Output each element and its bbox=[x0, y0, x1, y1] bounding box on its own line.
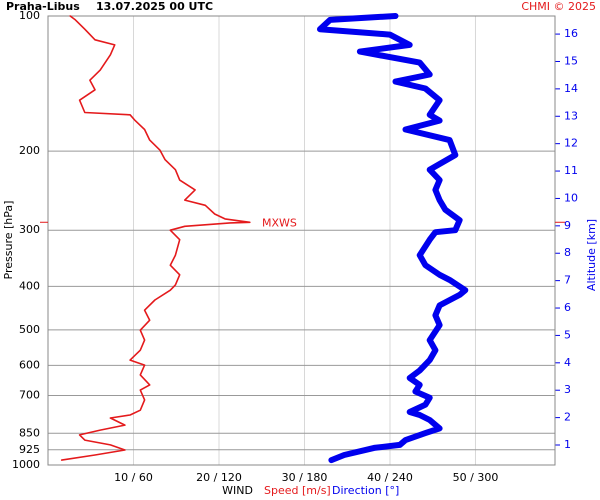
y-tick-label: 400 bbox=[19, 279, 40, 292]
y2-tick-label: 7 bbox=[564, 274, 571, 287]
y2-tick-label: 5 bbox=[564, 328, 571, 341]
series-line bbox=[60, 15, 251, 461]
x-tick-label: 30 / 180 bbox=[282, 471, 328, 484]
y-tick-label: 100 bbox=[19, 9, 40, 22]
y2-tick-label: 10 bbox=[564, 191, 578, 204]
y2-tick-label: 4 bbox=[564, 356, 571, 369]
x-axis-label: Speed [m/s] bbox=[264, 484, 331, 497]
y2-tick-label: 2 bbox=[564, 411, 571, 424]
x-tick-label: 20 / 120 bbox=[196, 471, 242, 484]
y2-tick-label: 6 bbox=[564, 301, 571, 314]
x2-axis-label: Direction [°] bbox=[332, 484, 399, 497]
y-tick-label: 300 bbox=[19, 223, 40, 236]
y-tick-label: 850 bbox=[19, 426, 40, 439]
y2-tick-label: 1 bbox=[564, 438, 571, 451]
y2-tick-label: 13 bbox=[564, 109, 578, 122]
y-axis-label: Pressure [hPa] bbox=[2, 201, 15, 280]
x-tick-label: 50 / 300 bbox=[453, 471, 499, 484]
x-tick-label: 40 / 240 bbox=[367, 471, 413, 484]
y-tick-label: 1000 bbox=[12, 458, 40, 471]
credit: CHMI © 2025 bbox=[521, 0, 596, 13]
series-line bbox=[317, 13, 469, 464]
y2-tick-label: 3 bbox=[564, 383, 571, 396]
y2-tick-label: 11 bbox=[564, 164, 578, 177]
y2-tick-label: 9 bbox=[564, 219, 571, 232]
y2-axis-label: Altitude [km] bbox=[585, 219, 598, 291]
y2-tick-label: 15 bbox=[564, 54, 578, 67]
plot-frame bbox=[47, 15, 556, 466]
chart-subtitle: 13.07.2025 00 UTC bbox=[96, 0, 213, 13]
y-tick-label: 925 bbox=[19, 443, 40, 456]
y-tick-label: 500 bbox=[19, 323, 40, 336]
x-tick-label: 10 / 60 bbox=[114, 471, 153, 484]
y2-tick-label: 12 bbox=[564, 137, 578, 150]
y-tick-label: 700 bbox=[19, 388, 40, 401]
x-label-prefix: WIND bbox=[222, 484, 253, 497]
annotation-label: MXWS bbox=[262, 216, 297, 229]
y2-tick-label: 8 bbox=[564, 246, 571, 259]
y-tick-label: 600 bbox=[19, 358, 40, 371]
y2-tick-label: 14 bbox=[564, 82, 578, 95]
chart-title: Praha-Libus bbox=[6, 0, 80, 13]
y2-tick-label: 16 bbox=[564, 27, 578, 40]
y-tick-label: 200 bbox=[19, 144, 40, 157]
